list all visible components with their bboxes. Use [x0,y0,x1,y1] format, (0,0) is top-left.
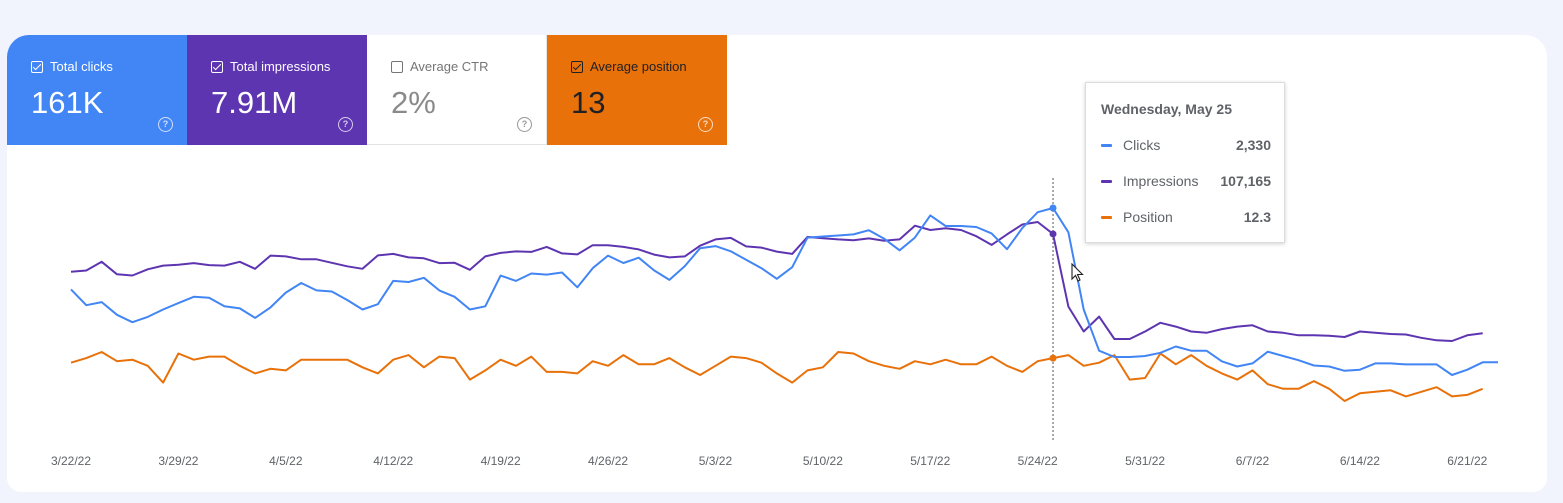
x-tick-label: 4/5/22 [269,454,303,468]
clicks-series-line[interactable] [70,207,1498,376]
average-ctr-header: Average CTR [391,59,489,74]
impressions-highlight-point [1049,230,1057,238]
total-clicks-label: Total clicks [50,59,113,74]
average-ctr-value: 2% [391,85,436,120]
tooltip-label: Clicks [1123,137,1161,153]
x-tick-label: 6/21/22 [1447,454,1487,468]
clicks-highlight-point [1049,204,1057,212]
average-position-header: Average position [571,59,687,74]
x-tick-label: 6/14/22 [1340,454,1380,468]
average-position-value: 13 [571,85,606,120]
help-icon[interactable]: ? [158,117,173,132]
chart-tooltip: Wednesday, May 25 Clicks 2,330 Impressio… [1085,82,1285,243]
average-ctr-checkbox-icon[interactable] [391,60,403,73]
average-position-checkbox-icon[interactable] [571,60,583,73]
total-clicks-tile[interactable]: Total clicks 161K ? [7,35,187,145]
performance-card: Total clicks 161K ? Total impressions 7.… [7,35,1547,492]
total-impressions-tile[interactable]: Total impressions 7.91M ? [187,35,367,145]
average-position-label: Average position [590,59,687,74]
total-clicks-value: 161K [31,85,104,120]
tooltip-row-position: Position 12.3 [1101,207,1271,227]
help-icon[interactable]: ? [698,117,713,132]
average-ctr-label: Average CTR [410,59,489,74]
total-clicks-checkbox-icon[interactable] [31,60,43,73]
help-icon[interactable]: ? [338,117,353,132]
x-tick-label: 5/31/22 [1125,454,1165,468]
x-tick-label: 4/26/22 [588,454,628,468]
x-tick-label: 5/3/22 [699,454,733,468]
tooltip-label: Impressions [1123,173,1199,189]
tooltip-value: 2,330 [1235,137,1271,153]
x-tick-label: 4/12/22 [373,454,413,468]
tooltip-date: Wednesday, May 25 [1101,101,1232,117]
x-tick-label: 5/17/22 [910,454,950,468]
x-tick-label: 5/10/22 [803,454,843,468]
tooltip-label: Position [1123,209,1173,225]
x-tick-label: 6/7/22 [1236,454,1270,468]
x-tick-label: 3/22/22 [51,454,91,468]
total-impressions-checkbox-icon[interactable] [211,60,223,73]
help-icon[interactable]: ? [517,117,532,132]
position-highlight-point [1049,354,1057,362]
clicks-swatch [1101,143,1112,147]
tooltip-row-clicks: Clicks 2,330 [1101,135,1271,155]
total-impressions-value: 7.91M [211,85,298,120]
x-tick-label: 5/24/22 [1018,454,1058,468]
tooltip-row-impressions: Impressions 107,165 [1101,171,1271,191]
impressions-swatch [1101,179,1112,183]
total-impressions-header: Total impressions [211,59,330,74]
mouse-pointer-icon [1071,263,1084,282]
tooltip-value: 107,165 [1220,173,1271,189]
average-position-tile[interactable]: Average position 13 ? [547,35,727,145]
total-clicks-header: Total clicks [31,59,113,74]
position-series-line[interactable] [70,351,1484,402]
impressions-series-line[interactable] [70,221,1483,342]
total-impressions-label: Total impressions [230,59,331,74]
x-tick-label: 4/19/22 [481,454,521,468]
position-swatch [1101,215,1112,219]
average-ctr-tile[interactable]: Average CTR 2% ? [367,35,547,145]
tooltip-value: 12.3 [1243,209,1271,225]
x-tick-label: 3/29/22 [158,454,198,468]
